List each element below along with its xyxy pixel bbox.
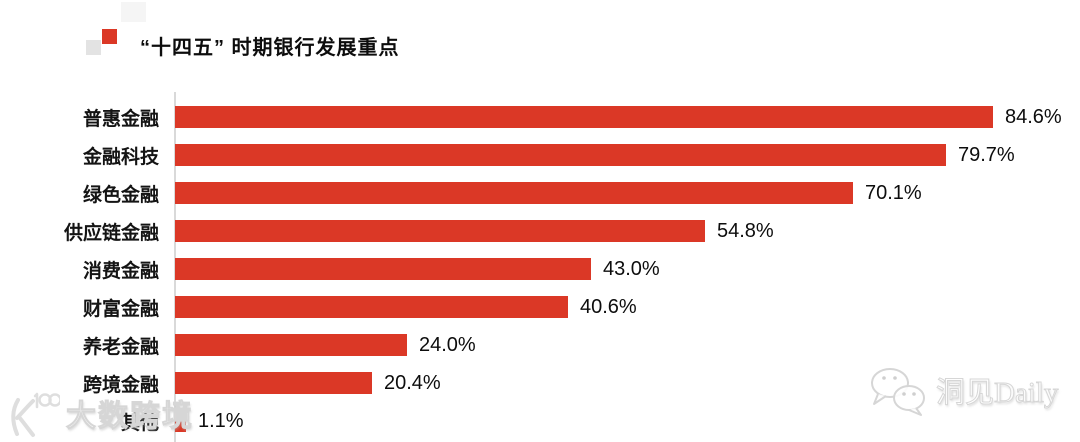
bar	[175, 258, 591, 280]
value-label: 20.4%	[384, 371, 441, 394]
chart-title: “十四五” 时期银行发展重点	[140, 37, 400, 59]
value-label: 24.0%	[419, 333, 476, 356]
chart-row: 普惠金融 84.6%	[0, 98, 1080, 136]
value-label: 54.8%	[717, 219, 774, 242]
value-label: 40.6%	[580, 295, 637, 318]
category-label: 普惠金融	[82, 108, 159, 130]
category-label: 其他	[120, 412, 159, 434]
category-label: 消费金融	[82, 260, 159, 282]
bar-chart: 普惠金融 84.6% 金融科技 79.7% 绿色金融 70.1% 供应链金融 5…	[0, 98, 1080, 440]
category-label: 金融科技	[82, 146, 159, 168]
bar-area: 24.0%	[175, 326, 1080, 364]
bar	[175, 144, 946, 166]
bar	[175, 410, 186, 432]
category-label: 跨境金融	[82, 374, 159, 396]
bar-area: 70.1%	[175, 174, 1080, 212]
chart-row: 跨境金融 20.4%	[0, 364, 1080, 402]
value-label: 1.1%	[198, 409, 244, 432]
bar-area: 43.0%	[175, 250, 1080, 288]
bar	[175, 372, 372, 394]
bar-area: 84.6%	[175, 98, 1080, 136]
marker-square-faint	[121, 2, 146, 22]
chart-row: 财富金融 40.6%	[0, 288, 1080, 326]
marker-square-red	[102, 29, 117, 44]
chart-row: 金融科技 79.7%	[0, 136, 1080, 174]
chart-row: 消费金融 43.0%	[0, 250, 1080, 288]
chart-row: 供应链金融 54.8%	[0, 212, 1080, 250]
category-label: 供应链金融	[63, 222, 159, 244]
bar	[175, 220, 705, 242]
bar-area: 1.1%	[175, 402, 1080, 440]
value-label: 43.0%	[603, 257, 660, 280]
bar-area: 20.4%	[175, 364, 1080, 402]
category-label: 财富金融	[82, 298, 159, 320]
bar-area: 40.6%	[175, 288, 1080, 326]
chart-row: 养老金融 24.0%	[0, 326, 1080, 364]
chart-row: 其他 1.1%	[0, 402, 1080, 440]
marker-square-gray	[86, 40, 101, 55]
chart-row: 绿色金融 70.1%	[0, 174, 1080, 212]
bar	[175, 182, 853, 204]
category-label: 养老金融	[82, 336, 159, 358]
value-label: 70.1%	[865, 181, 922, 204]
title-marker-icon	[86, 0, 148, 56]
category-label: 绿色金融	[82, 184, 159, 206]
bar-area: 79.7%	[175, 136, 1080, 174]
value-label: 84.6%	[1005, 105, 1062, 128]
value-label: 79.7%	[958, 143, 1015, 166]
bar	[175, 334, 407, 356]
bar	[175, 296, 568, 318]
bar-area: 54.8%	[175, 212, 1080, 250]
bar	[175, 106, 993, 128]
